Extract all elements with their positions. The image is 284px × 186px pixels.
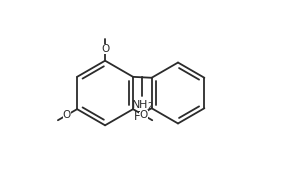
- Text: O: O: [139, 110, 148, 120]
- Text: O: O: [62, 110, 71, 120]
- Text: O: O: [101, 44, 109, 54]
- Text: F: F: [134, 110, 141, 123]
- Text: NH$_2$: NH$_2$: [131, 99, 154, 112]
